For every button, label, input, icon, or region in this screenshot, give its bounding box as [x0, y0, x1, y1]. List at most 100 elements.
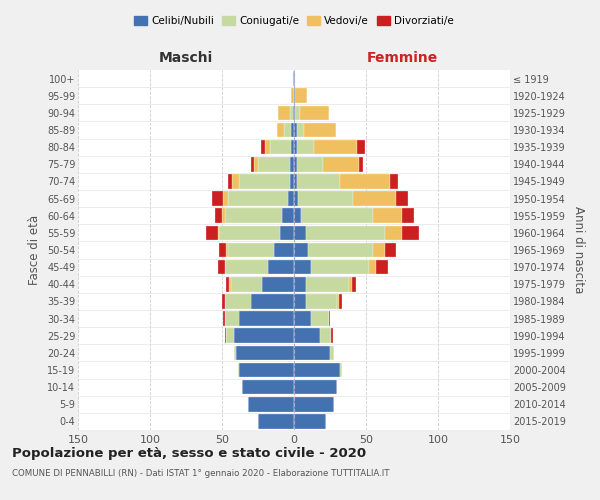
Bar	[248, 397, 294, 411]
Bar	[268, 260, 294, 274]
Bar	[269, 140, 291, 154]
Bar	[301, 208, 373, 223]
Bar	[298, 192, 353, 206]
Bar	[239, 312, 294, 326]
Bar	[297, 174, 340, 188]
Bar	[308, 242, 373, 258]
Bar	[337, 294, 338, 308]
Bar	[300, 106, 329, 120]
Bar	[311, 312, 329, 326]
Bar	[262, 277, 294, 291]
Bar	[340, 362, 341, 378]
Bar	[373, 242, 385, 258]
Bar	[294, 380, 337, 394]
Bar	[353, 192, 396, 206]
Bar	[352, 277, 356, 291]
Bar	[338, 294, 341, 308]
Bar	[305, 277, 349, 291]
Bar	[297, 122, 304, 138]
Bar	[385, 226, 402, 240]
Bar	[225, 312, 239, 326]
Bar	[349, 277, 352, 291]
Bar	[206, 226, 218, 240]
Bar	[291, 140, 294, 154]
Bar	[277, 122, 284, 138]
Bar	[385, 242, 396, 258]
Bar	[242, 380, 294, 394]
Text: Maschi: Maschi	[159, 51, 213, 65]
Bar	[305, 226, 385, 240]
Bar	[228, 192, 288, 206]
Bar	[402, 208, 413, 223]
Bar	[230, 277, 262, 291]
Bar	[219, 226, 280, 240]
Bar	[225, 328, 226, 343]
Bar	[294, 242, 308, 258]
Bar	[212, 192, 223, 206]
Bar	[218, 226, 219, 240]
Bar	[228, 174, 232, 188]
Bar	[228, 242, 274, 258]
Bar	[290, 157, 294, 172]
Bar	[223, 312, 225, 326]
Bar	[320, 328, 331, 343]
Bar	[284, 122, 291, 138]
Bar	[290, 106, 293, 120]
Bar	[294, 312, 311, 326]
Bar	[239, 174, 290, 188]
Bar	[226, 242, 228, 258]
Bar	[258, 414, 294, 428]
Bar	[274, 242, 294, 258]
Bar	[340, 174, 391, 188]
Bar	[294, 208, 301, 223]
Bar	[402, 226, 419, 240]
Bar	[225, 208, 283, 223]
Bar	[294, 260, 311, 274]
Bar	[294, 122, 297, 138]
Bar	[283, 208, 294, 223]
Bar	[223, 192, 228, 206]
Text: Femmine: Femmine	[367, 51, 437, 65]
Text: Popolazione per età, sesso e stato civile - 2020: Popolazione per età, sesso e stato civil…	[12, 448, 366, 460]
Bar	[239, 362, 294, 378]
Bar	[238, 362, 239, 378]
Bar	[373, 208, 402, 223]
Bar	[294, 346, 330, 360]
Bar	[261, 140, 265, 154]
Bar	[258, 157, 290, 172]
Bar	[359, 157, 363, 172]
Bar	[295, 88, 307, 103]
Bar	[297, 157, 323, 172]
Bar	[305, 294, 337, 308]
Bar	[329, 312, 330, 326]
Bar	[236, 346, 294, 360]
Bar	[225, 294, 251, 308]
Bar	[218, 260, 225, 274]
Bar	[294, 397, 334, 411]
Legend: Celibi/Nubili, Coniugati/e, Vedovi/e, Divorziati/e: Celibi/Nubili, Coniugati/e, Vedovi/e, Di…	[130, 12, 458, 30]
Bar	[297, 140, 314, 154]
Bar	[226, 277, 229, 291]
Bar	[391, 174, 398, 188]
Bar	[222, 208, 225, 223]
Bar	[294, 174, 297, 188]
Y-axis label: Fasce di età: Fasce di età	[28, 215, 41, 285]
Bar	[222, 294, 225, 308]
Bar	[288, 192, 294, 206]
Bar	[294, 362, 340, 378]
Bar	[294, 72, 295, 86]
Bar	[396, 192, 408, 206]
Bar	[229, 277, 230, 291]
Bar	[278, 106, 290, 120]
Bar	[291, 88, 294, 103]
Text: COMUNE DI PENNABILLI (RN) - Dati ISTAT 1° gennaio 2020 - Elaborazione TUTTITALIA: COMUNE DI PENNABILLI (RN) - Dati ISTAT 1…	[12, 469, 389, 478]
Bar	[232, 174, 239, 188]
Bar	[291, 122, 294, 138]
Bar	[330, 346, 334, 360]
Bar	[294, 157, 297, 172]
Bar	[215, 208, 222, 223]
Bar	[294, 226, 305, 240]
Bar	[294, 414, 326, 428]
Bar	[294, 192, 298, 206]
Bar	[290, 174, 294, 188]
